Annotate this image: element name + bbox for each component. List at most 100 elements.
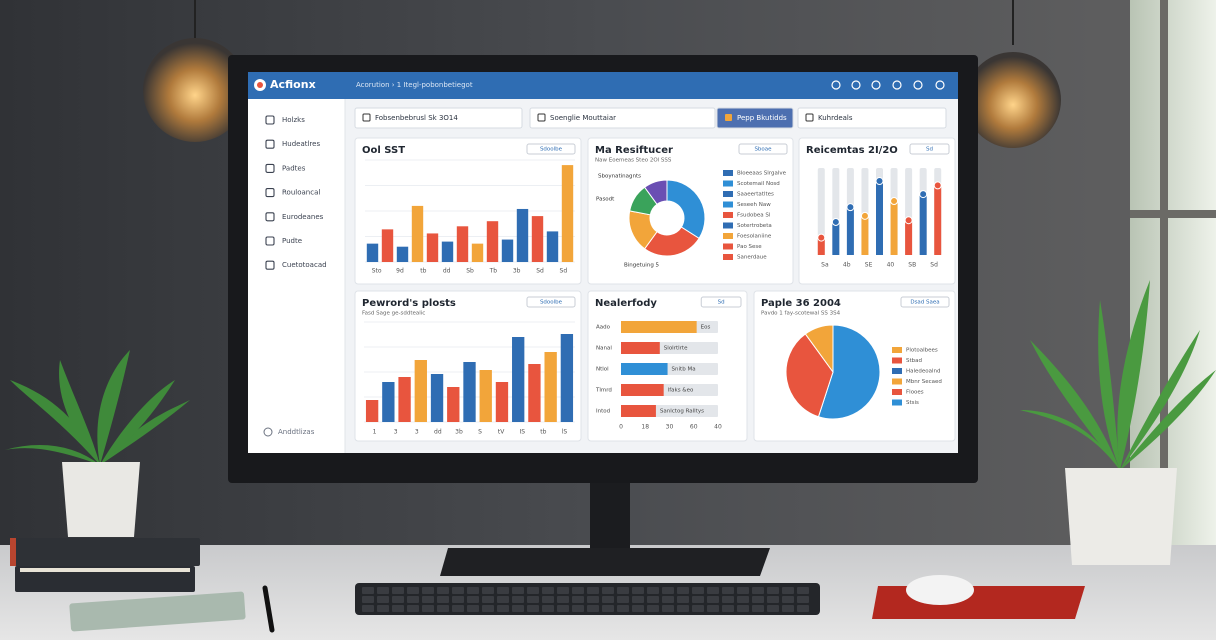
bar [495,382,509,422]
x-tick-label: 40 [714,424,722,431]
bar [456,226,469,262]
legend-swatch [723,233,733,239]
x-tick-label: tb [540,429,546,436]
key [617,587,629,594]
key [752,596,764,603]
top-icon[interactable] [851,80,861,90]
key [377,587,389,594]
nav-icon[interactable] [265,115,275,125]
bar [890,201,898,255]
footer-icon [263,427,273,437]
bar-dot [860,211,869,220]
nav-icon[interactable] [265,236,275,246]
key [737,605,749,612]
bar [426,233,439,262]
bar [876,181,883,255]
book-spine [10,538,16,566]
panel-badge[interactable] [909,143,950,155]
key [677,587,689,594]
nav-icon[interactable] [265,260,275,270]
nav-icon[interactable] [265,163,275,173]
filter-label: Pepp Bkutidds [737,114,787,122]
key [527,596,539,603]
legend-label: Scotemail Nosd [737,181,780,187]
bar [560,334,574,422]
key [512,605,524,612]
legend-label: Foesolaniine [737,234,772,240]
panel-badge[interactable] [900,296,950,308]
key [422,587,434,594]
filter[interactable] [716,107,794,129]
key [407,605,419,612]
key [722,587,734,594]
panel-title: Ma Resiftucer [595,145,673,156]
bar-text: Snitb Ma [672,367,696,373]
legend-label: Stbad [906,358,922,364]
legend-swatch [892,399,902,406]
key [662,596,674,603]
nav-icon[interactable] [265,139,275,149]
top-icon[interactable] [935,80,945,90]
top-icon[interactable] [913,80,923,90]
pot [1065,468,1177,565]
dashboard: Acfionx Acorution › 1 Itegl-pobonbetiegot… [248,72,958,453]
filter-icon [362,113,371,122]
top-icon[interactable] [871,80,881,90]
key [512,587,524,594]
notebook [69,591,246,632]
bar-text: Slolrtlrte [664,346,688,352]
bar [463,362,476,422]
x-tick-label: 18 [641,424,649,431]
book [15,566,195,592]
key [797,605,809,612]
panel-title: Ool SST [362,145,405,156]
top-icon[interactable] [831,80,841,90]
legend-swatch [723,222,733,229]
key [692,587,704,594]
key [782,596,794,603]
key [437,605,449,612]
key [362,605,374,612]
nav-icon[interactable] [265,212,275,222]
bar [561,165,574,262]
donut-slice [666,179,706,240]
panel-badge[interactable] [526,143,576,155]
filter[interactable] [354,107,523,129]
legend-label: Fsudobea Sl [737,213,771,219]
logo: Acfionx [270,78,316,91]
key [407,596,419,603]
top-icon[interactable] [892,80,902,90]
key [437,587,449,594]
x-tick-label: tV [498,429,505,436]
panel-badge[interactable] [738,143,788,155]
panel-badge[interactable] [526,296,576,308]
key [542,605,554,612]
nav-item: Hudeatlres [282,140,320,148]
bar [411,205,424,262]
key [797,596,809,603]
key [422,605,434,612]
key [527,587,539,594]
bar [366,243,379,262]
bar-dot [933,181,942,190]
x-tick-label: Sd [536,268,544,275]
legend-swatch [723,243,733,250]
bar [447,387,460,422]
nav-icon[interactable] [265,188,275,198]
key [632,605,644,612]
filter[interactable] [797,107,947,129]
bar-track [817,168,825,255]
key [632,596,644,603]
key [587,596,599,603]
monitor-base [440,548,770,576]
panel-badge[interactable] [700,296,742,308]
filter-label: Soenglie Mouttaiar [550,114,616,122]
key [392,596,404,603]
bar [832,221,840,255]
key [707,605,719,612]
callout: Bingetuing 5 [624,263,660,269]
legend-swatch [723,212,733,218]
key [707,587,719,594]
filter[interactable] [529,107,716,129]
